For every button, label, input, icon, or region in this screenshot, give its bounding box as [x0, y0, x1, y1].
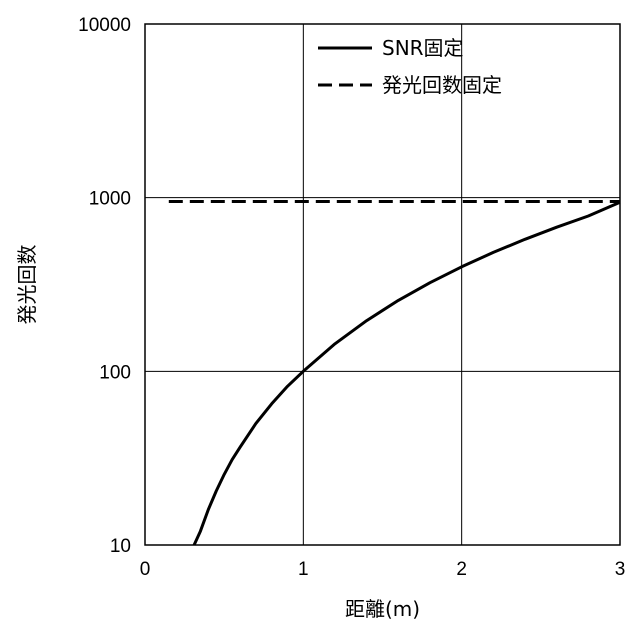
grid-lines [145, 24, 620, 545]
x-tick-label: 1 [298, 559, 309, 580]
y-tick-label: 1000 [89, 189, 131, 210]
x-tick-labels: 0 1 2 3 [140, 559, 626, 580]
legend-label-1: 発光回数固定 [382, 73, 502, 97]
x-axis-title: 距離(m) [345, 597, 420, 621]
y-tick-labels: 10 100 1000 10000 [78, 15, 131, 557]
series-line-0 [194, 202, 620, 545]
y-tick-label: 10 [110, 536, 131, 557]
plot-frame [145, 24, 620, 545]
legend-label-0: SNR固定 [382, 36, 464, 60]
legend: SNR固定発光回数固定 [318, 36, 502, 97]
x-tick-label: 0 [140, 559, 151, 580]
y-tick-label: 100 [99, 362, 131, 383]
x-tick-label: 3 [615, 559, 626, 580]
y-tick-label: 10000 [78, 15, 131, 36]
x-tick-label: 2 [456, 559, 467, 580]
y-axis-title: 発光回数 [15, 245, 39, 325]
series-group [169, 202, 620, 546]
